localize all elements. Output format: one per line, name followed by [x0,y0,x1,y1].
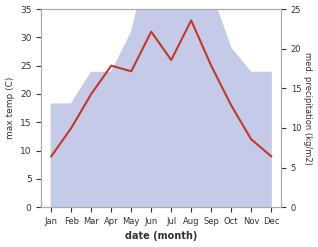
Y-axis label: med. precipitation (kg/m2): med. precipitation (kg/m2) [303,52,313,165]
Y-axis label: max temp (C): max temp (C) [5,77,15,139]
X-axis label: date (month): date (month) [125,231,197,242]
